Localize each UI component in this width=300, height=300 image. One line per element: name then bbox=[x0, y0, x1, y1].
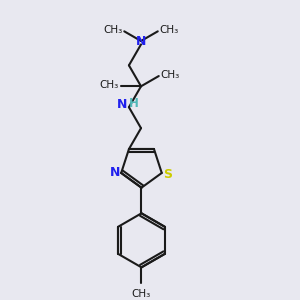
Text: CH₃: CH₃ bbox=[160, 70, 179, 80]
Text: S: S bbox=[164, 168, 172, 181]
Text: CH₃: CH₃ bbox=[103, 26, 123, 35]
Text: H: H bbox=[129, 97, 139, 110]
Text: CH₃: CH₃ bbox=[100, 80, 119, 90]
Text: CH₃: CH₃ bbox=[159, 26, 178, 35]
Text: CH₃: CH₃ bbox=[132, 289, 151, 299]
Text: N: N bbox=[110, 166, 120, 178]
Text: N: N bbox=[136, 34, 146, 47]
Text: N: N bbox=[117, 98, 127, 112]
